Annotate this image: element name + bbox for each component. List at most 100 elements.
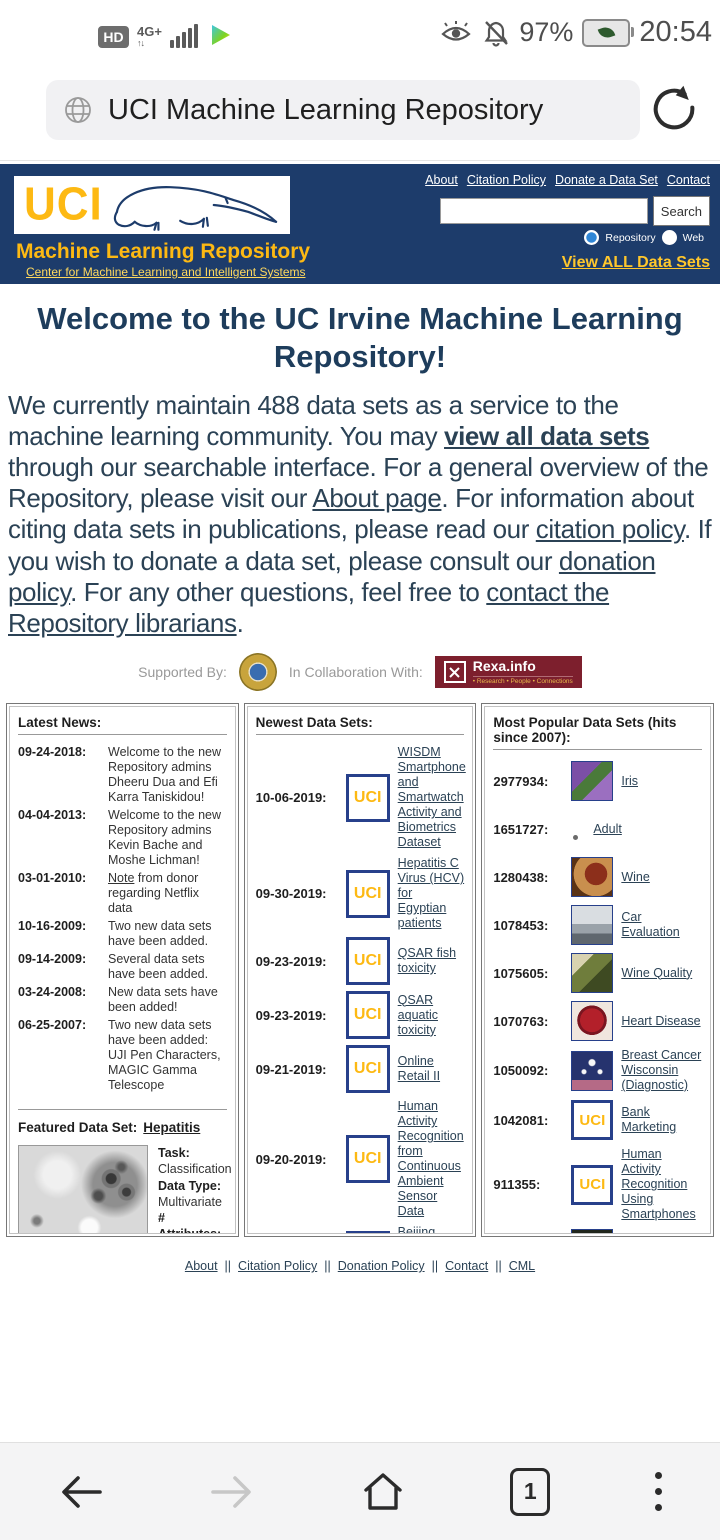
footer-link-cml[interactable]: CML xyxy=(508,1259,536,1274)
newest-dataset-row: 09-30-2019: UCI Hepatitis C Virus (HCV) fo… xyxy=(256,856,465,931)
web-radio[interactable] xyxy=(661,230,677,245)
supported-by-row: Supported By: In Collaboration With: Rex… xyxy=(0,649,720,695)
dataset-link[interactable]: Online Retail II xyxy=(397,1054,441,1084)
featured-dataset-image[interactable] xyxy=(18,1145,148,1234)
view-all-datasets-link[interactable]: View ALL Data Sets xyxy=(561,254,710,271)
header-nav-link[interactable]: Citation Policy xyxy=(466,173,547,187)
dataset-thumbnail[interactable]: UCI xyxy=(571,1050,614,1091)
search-button[interactable]: Search xyxy=(652,196,710,226)
repository-radio-label: Repository xyxy=(605,231,656,244)
stat-label: Data Type: xyxy=(158,1178,221,1193)
dataset-thumbnail[interactable]: UCI xyxy=(571,809,585,849)
dataset-thumbnail[interactable]: UCI xyxy=(571,1100,614,1141)
dataset-link[interactable]: Car Evaluation xyxy=(621,910,680,940)
popular-dataset-row: 1651727: UCI Adult xyxy=(493,808,702,850)
refresh-button[interactable] xyxy=(648,84,700,141)
dataset-date: 09-20-2019: xyxy=(255,1151,327,1167)
dataset-thumbnail[interactable]: UCI xyxy=(571,953,614,994)
footer-link-contact[interactable]: Contact xyxy=(445,1259,489,1274)
dataset-hits: 1078453: xyxy=(493,917,549,933)
site-subtitle-link[interactable]: Center for Machine Learning and Intellig… xyxy=(26,265,306,279)
popular-dataset-row: 1075605: UCI Wine Quality xyxy=(493,952,702,994)
forward-button[interactable] xyxy=(209,1472,255,1512)
dataset-thumbnail[interactable]: UCI xyxy=(571,857,614,898)
dataset-link[interactable]: Human Activity Recognition from Continuo… xyxy=(397,1099,464,1219)
intro-segment: citation policy xyxy=(535,514,685,545)
browser-navbar: 1 xyxy=(0,1442,720,1540)
dataset-thumbnail[interactable]: UCI xyxy=(571,1164,614,1205)
intro-segment: . xyxy=(236,607,244,638)
uci-dataset-icon[interactable]: UCI xyxy=(345,991,390,1040)
footer-link-citation[interactable]: Citation Policy xyxy=(238,1259,318,1274)
dataset-link[interactable]: Bank Marketing xyxy=(621,1105,677,1135)
dataset-link[interactable]: QSAR aquatic toxicity xyxy=(397,992,438,1037)
dataset-link[interactable]: Heart Disease xyxy=(621,1013,701,1028)
divider xyxy=(255,734,465,736)
repository-radio[interactable] xyxy=(584,230,600,245)
dataset-thumbnail[interactable]: UCI xyxy=(571,1229,614,1234)
anteater-icon xyxy=(111,179,279,231)
header-nav-link[interactable]: Donate a Data Set xyxy=(555,173,658,187)
tabs-button[interactable]: 1 xyxy=(510,1467,551,1516)
stat-value: Multivariate xyxy=(158,1194,222,1209)
intro-segment: About page xyxy=(312,483,442,514)
news-item: 06-25-2007: Two new data sets have been a… xyxy=(18,1018,227,1093)
uci-dataset-icon[interactable]: UCI xyxy=(345,1231,390,1234)
status-left-icons: HD 4G+ ↑↓ xyxy=(98,22,232,48)
battery-percent: 97% xyxy=(519,17,574,47)
dataset-thumbnail[interactable]: UCI xyxy=(571,761,614,802)
dataset-link[interactable]: Hepatitis C Virus (HCV) for Egyptian pat… xyxy=(397,856,465,931)
header-nav: About Citation Policy Donate a Data Set Con… xyxy=(425,173,710,187)
uci-dataset-icon[interactable]: UCI xyxy=(345,937,390,986)
divider xyxy=(18,1109,227,1111)
intro-segment: contact the Repository librarians xyxy=(8,576,610,638)
latest-news-title: Latest News: xyxy=(18,715,102,731)
dataset-link[interactable]: WISDM Smartphone and Smartwatch Activity… xyxy=(397,745,466,850)
news-text-body: Welcome to the new Repository admins Dhe… xyxy=(108,745,222,805)
popular-dataset-row: 1078453: UCICar Evaluation xyxy=(493,904,702,946)
dataset-link[interactable]: Wine Quality xyxy=(621,965,693,980)
dataset-date: 10-06-2019: xyxy=(255,790,327,806)
featured-dataset-link[interactable]: Hepatitis xyxy=(143,1120,201,1136)
dataset-thumbnail[interactable]: UCI xyxy=(571,905,614,946)
globe-icon xyxy=(64,96,92,124)
uci-dataset-icon[interactable]: UCI xyxy=(345,1135,390,1184)
dataset-link[interactable]: Wine xyxy=(621,869,650,884)
news-item: 09-14-2009: Several data sets have been a… xyxy=(18,952,227,982)
dataset-link[interactable]: Iris xyxy=(621,773,639,788)
home-button[interactable] xyxy=(360,1470,406,1514)
uci-dataset-icon[interactable]: UCI xyxy=(345,773,390,822)
dataset-link[interactable]: Beijing Multi-Site Air-Quality Data xyxy=(397,1225,436,1235)
header-nav-link[interactable]: About xyxy=(425,173,458,187)
uci-logo[interactable]: UCI xyxy=(14,176,290,234)
status-clock: 20:54 xyxy=(639,16,712,48)
back-button[interactable] xyxy=(58,1472,104,1512)
network-arrows-icon: ↑↓ xyxy=(137,38,145,48)
web-radio-label: Web xyxy=(682,231,704,244)
footer-link-donation[interactable]: Donation Policy xyxy=(337,1259,425,1274)
dataset-thumbnail[interactable]: UCI xyxy=(571,1001,614,1042)
nsf-logo-icon[interactable] xyxy=(238,653,277,692)
header-nav-link[interactable]: Contact xyxy=(666,173,710,187)
dataset-link[interactable]: Human Activity Recognition Using Smartph… xyxy=(621,1147,696,1222)
menu-button[interactable] xyxy=(655,1472,662,1511)
news-text: Two new data sets have been added: UJI P… xyxy=(108,1018,227,1093)
dataset-link[interactable]: Breast Cancer Wisconsin (Diagnostic) xyxy=(621,1048,702,1093)
uci-dataset-icon[interactable]: UCI xyxy=(345,869,390,918)
featured-dataset: Featured Data Set: Hepatitis Task: Classi… xyxy=(18,1120,232,1234)
uci-logo-text: UCI xyxy=(24,178,103,231)
uci-dataset-icon[interactable]: UCI xyxy=(345,1045,390,1094)
featured-stat: Data Type: Multivariate xyxy=(158,1178,227,1211)
dataset-link[interactable]: QSAR fish toxicity xyxy=(397,946,457,976)
news-note-link[interactable]: Note xyxy=(108,871,135,886)
address-bar[interactable]: UCI Machine Learning Repository xyxy=(46,80,640,140)
rexa-logo[interactable]: Rexa.info • Research • People • Connecti… xyxy=(434,656,582,689)
dataset-link[interactable]: Adult xyxy=(593,821,622,836)
dataset-hits: 1050092: xyxy=(493,1063,549,1079)
search-input[interactable] xyxy=(439,198,648,224)
panels-row: Latest News: 09-24-2018: Welcome to the n… xyxy=(6,703,715,1238)
popular-dataset-row: 857158:UCIAbalone xyxy=(493,1228,702,1234)
popular-datasets-panel: Most Popular Data Sets (hits since 2007)… xyxy=(481,703,715,1238)
footer-link-about[interactable]: About xyxy=(184,1259,218,1274)
popular-dataset-row: 1070763: UCI Heart Disease xyxy=(493,1000,702,1042)
